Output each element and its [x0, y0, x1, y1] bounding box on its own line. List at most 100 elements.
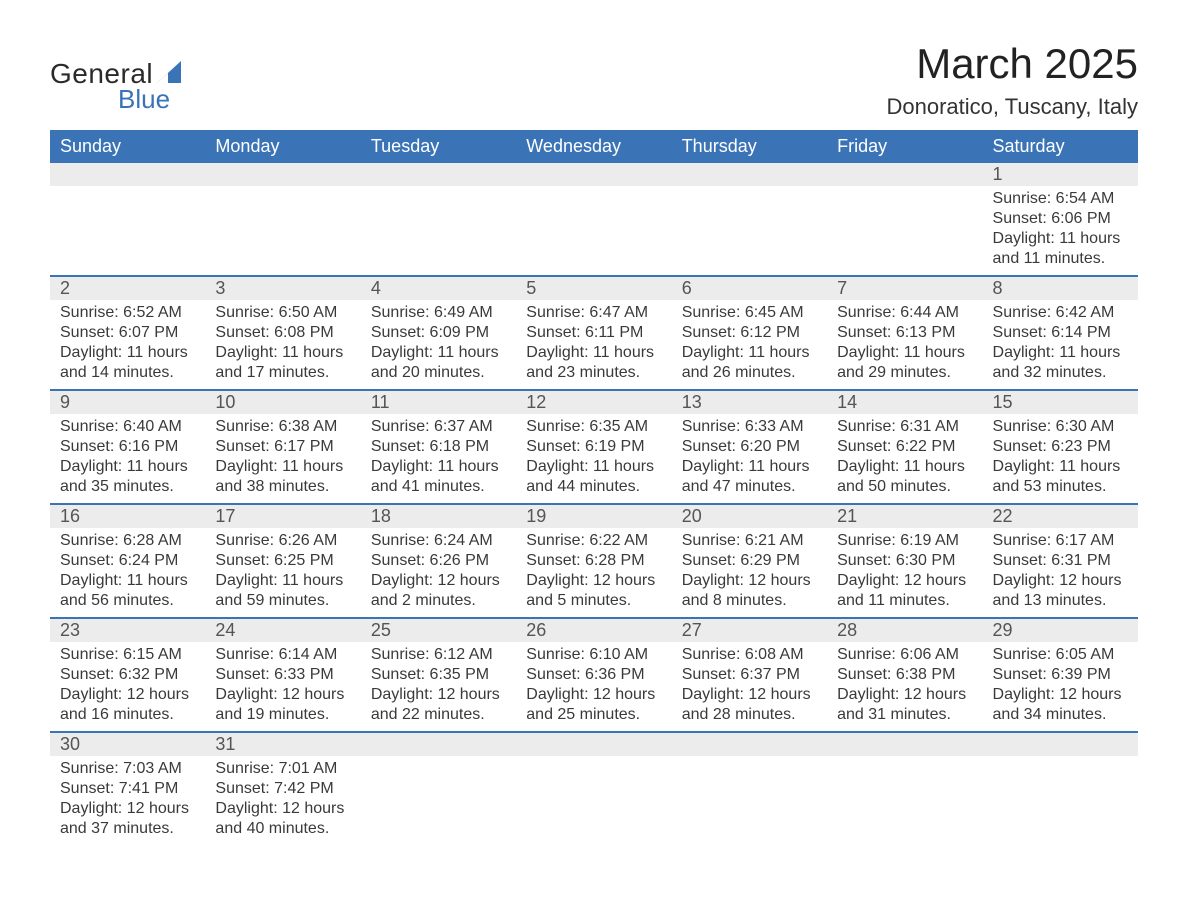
d1-line: Daylight: 11 hours	[215, 343, 350, 363]
d1-line: Daylight: 11 hours	[837, 343, 972, 363]
header-row: General Blue March 2025 Donoratico, Tusc…	[50, 40, 1138, 120]
day-cell-details: Sunrise: 6:45 AMSunset: 6:12 PMDaylight:…	[672, 300, 827, 390]
day-number: 18	[361, 505, 516, 528]
d2-line: and 35 minutes.	[60, 477, 195, 497]
d2-line: and 22 minutes.	[371, 705, 506, 725]
details-row: Sunrise: 6:40 AMSunset: 6:16 PMDaylight:…	[50, 414, 1138, 504]
sunset-line: Sunset: 6:07 PM	[60, 323, 195, 343]
day-number: 8	[983, 277, 1138, 300]
day-number: 2	[50, 277, 205, 300]
calendar-table: Sunday Monday Tuesday Wednesday Thursday…	[50, 130, 1138, 845]
day-cell-number: 22	[983, 504, 1138, 528]
d2-line: and 13 minutes.	[993, 591, 1128, 611]
d2-line: and 5 minutes.	[526, 591, 661, 611]
day-cell-number: 15	[983, 390, 1138, 414]
sunset-line: Sunset: 6:24 PM	[60, 551, 195, 571]
d2-line: and 11 minutes.	[837, 591, 972, 611]
day-cell-number	[361, 732, 516, 756]
day-cell-details: Sunrise: 6:47 AMSunset: 6:11 PMDaylight:…	[516, 300, 671, 390]
sunset-line: Sunset: 6:08 PM	[215, 323, 350, 343]
sunset-line: Sunset: 6:20 PM	[682, 437, 817, 457]
sunrise-line: Sunrise: 6:37 AM	[371, 417, 506, 437]
day-cell-number: 14	[827, 390, 982, 414]
day-number: 28	[827, 619, 982, 642]
day-number: 29	[983, 619, 1138, 642]
day-cell-details: Sunrise: 6:30 AMSunset: 6:23 PMDaylight:…	[983, 414, 1138, 504]
day-cell-details	[827, 756, 982, 845]
day-cell-number: 12	[516, 390, 671, 414]
sunset-line: Sunset: 6:26 PM	[371, 551, 506, 571]
d1-line: Daylight: 11 hours	[837, 457, 972, 477]
logo-text-blue: Blue	[118, 84, 170, 115]
day-cell-number	[205, 163, 360, 186]
d1-line: Daylight: 12 hours	[60, 799, 195, 819]
sunrise-line: Sunrise: 6:50 AM	[215, 303, 350, 323]
d2-line: and 53 minutes.	[993, 477, 1128, 497]
sunset-line: Sunset: 6:32 PM	[60, 665, 195, 685]
day-header-row: Sunday Monday Tuesday Wednesday Thursday…	[50, 130, 1138, 163]
day-cell-number	[827, 163, 982, 186]
day-cell-details: Sunrise: 6:21 AMSunset: 6:29 PMDaylight:…	[672, 528, 827, 618]
d2-line: and 17 minutes.	[215, 363, 350, 383]
logo-sail-icon	[157, 61, 181, 83]
d2-line: and 23 minutes.	[526, 363, 661, 383]
d1-line: Daylight: 11 hours	[682, 457, 817, 477]
d1-line: Daylight: 12 hours	[215, 685, 350, 705]
day-cell-details	[983, 756, 1138, 845]
d2-line: and 32 minutes.	[993, 363, 1128, 383]
sunrise-line: Sunrise: 6:42 AM	[993, 303, 1128, 323]
d1-line: Daylight: 11 hours	[993, 457, 1128, 477]
sunset-line: Sunset: 6:13 PM	[837, 323, 972, 343]
day-cell-number: 24	[205, 618, 360, 642]
day-cell-details	[516, 756, 671, 845]
sunset-line: Sunset: 6:31 PM	[993, 551, 1128, 571]
day-cell-number: 26	[516, 618, 671, 642]
sunrise-line: Sunrise: 6:10 AM	[526, 645, 661, 665]
day-number: 6	[672, 277, 827, 300]
d1-line: Daylight: 11 hours	[371, 457, 506, 477]
sunrise-line: Sunrise: 6:14 AM	[215, 645, 350, 665]
sunrise-line: Sunrise: 6:33 AM	[682, 417, 817, 437]
daynum-row: 23242526272829	[50, 618, 1138, 642]
logo: General Blue	[50, 58, 181, 115]
day-cell-details	[516, 186, 671, 276]
day-number: 12	[516, 391, 671, 414]
d1-line: Daylight: 12 hours	[837, 685, 972, 705]
daynum-row: 16171819202122	[50, 504, 1138, 528]
sunrise-line: Sunrise: 7:01 AM	[215, 759, 350, 779]
day-cell-details: Sunrise: 7:03 AMSunset: 7:41 PMDaylight:…	[50, 756, 205, 845]
day-cell-number: 9	[50, 390, 205, 414]
day-cell-number: 4	[361, 276, 516, 300]
d2-line: and 31 minutes.	[837, 705, 972, 725]
day-header: Saturday	[983, 130, 1138, 163]
sunrise-line: Sunrise: 6:17 AM	[993, 531, 1128, 551]
d1-line: Daylight: 12 hours	[837, 571, 972, 591]
day-cell-details: Sunrise: 6:49 AMSunset: 6:09 PMDaylight:…	[361, 300, 516, 390]
d2-line: and 40 minutes.	[215, 819, 350, 839]
sunset-line: Sunset: 6:37 PM	[682, 665, 817, 685]
d1-line: Daylight: 12 hours	[526, 685, 661, 705]
d2-line: and 8 minutes.	[682, 591, 817, 611]
day-cell-details: Sunrise: 6:06 AMSunset: 6:38 PMDaylight:…	[827, 642, 982, 732]
day-cell-number: 31	[205, 732, 360, 756]
day-cell-details: Sunrise: 6:28 AMSunset: 6:24 PMDaylight:…	[50, 528, 205, 618]
d2-line: and 2 minutes.	[371, 591, 506, 611]
sunset-line: Sunset: 6:19 PM	[526, 437, 661, 457]
d2-line: and 20 minutes.	[371, 363, 506, 383]
day-cell-number: 20	[672, 504, 827, 528]
sunset-line: Sunset: 6:14 PM	[993, 323, 1128, 343]
details-row: Sunrise: 7:03 AMSunset: 7:41 PMDaylight:…	[50, 756, 1138, 845]
day-cell-number	[672, 732, 827, 756]
day-cell-number: 8	[983, 276, 1138, 300]
day-number: 15	[983, 391, 1138, 414]
sunset-line: Sunset: 6:35 PM	[371, 665, 506, 685]
day-cell-number: 10	[205, 390, 360, 414]
day-cell-details: Sunrise: 6:14 AMSunset: 6:33 PMDaylight:…	[205, 642, 360, 732]
day-header: Friday	[827, 130, 982, 163]
day-cell-number: 17	[205, 504, 360, 528]
details-row: Sunrise: 6:52 AMSunset: 6:07 PMDaylight:…	[50, 300, 1138, 390]
sunset-line: Sunset: 6:09 PM	[371, 323, 506, 343]
sunrise-line: Sunrise: 6:31 AM	[837, 417, 972, 437]
d1-line: Daylight: 11 hours	[215, 457, 350, 477]
d1-line: Daylight: 11 hours	[526, 343, 661, 363]
